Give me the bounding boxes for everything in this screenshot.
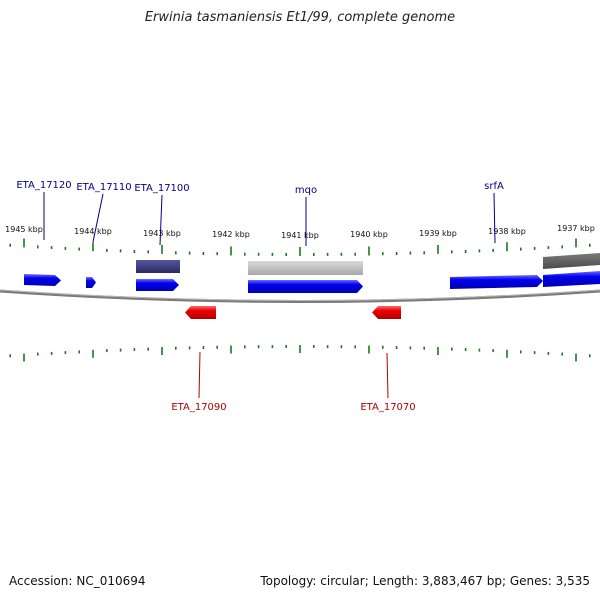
scale-label-1938: 1938 kbp	[488, 227, 526, 236]
map-title: Erwinia tasmaniensis Et1/99, complete ge…	[144, 10, 456, 25]
genes-label: Genes:	[509, 574, 552, 588]
gene-mqo-arrow[interactable]	[248, 280, 363, 293]
reverse-genes	[185, 306, 401, 319]
gene-eta17070-arrow[interactable]	[372, 306, 401, 319]
label-mqo[interactable]: mqo	[295, 185, 317, 196]
label-srfa[interactable]: srfA	[484, 181, 504, 192]
forward-scale-ticks	[9, 238, 591, 256]
reverse-scale-ticks	[9, 345, 591, 362]
gene-eta17100-arrow[interactable]	[136, 279, 179, 291]
gene-eta17090-arrow[interactable]	[185, 306, 216, 319]
label-eta17100[interactable]: ETA_17100	[134, 183, 189, 194]
gene-next-arrow[interactable]	[543, 271, 600, 287]
scale-label-1943: 1943 kbp	[143, 229, 181, 238]
feature-charcoal-block[interactable]	[543, 253, 600, 269]
accession-value: NC_010694	[76, 574, 146, 588]
scale-label-1945: 1945 kbp	[5, 225, 43, 234]
scale-label-1937: 1937 kbp	[557, 224, 595, 233]
gene-eta17120-arrow[interactable]	[24, 274, 61, 286]
feature-row	[136, 253, 600, 275]
genome-summary: Topology: circular; Length: 3,883,467 bp…	[260, 574, 590, 588]
forward-leaders	[43, 192, 496, 246]
genome-backbone-highlight	[0, 289, 600, 301]
gene-eta17110-arrow[interactable]	[86, 277, 96, 288]
genome-backbone	[0, 289, 600, 303]
genes-value: 3,535	[555, 574, 590, 588]
topology-label: Topology:	[260, 574, 317, 588]
length-label: Length:	[372, 574, 419, 588]
accession-info: Accession: NC_010694	[9, 574, 146, 588]
topology-value: circular	[320, 574, 365, 588]
scale-label-1939: 1939 kbp	[419, 229, 457, 238]
scale-label-1940: 1940 kbp	[350, 230, 388, 239]
label-eta17110[interactable]: ETA_17110	[76, 182, 131, 193]
accession-label: Accession:	[9, 574, 73, 588]
feature-gray-block[interactable]	[248, 261, 363, 275]
reverse-leaders	[198, 351, 389, 399]
forward-gene-labels: ETA_17120 ETA_17110 ETA_17100 mqo srfA	[16, 180, 504, 196]
reverse-gene-labels: ETA_17090 ETA_17070	[171, 402, 415, 413]
label-eta17090[interactable]: ETA_17090	[171, 402, 226, 413]
scale-label-1941: 1941 kbp	[281, 231, 319, 240]
forward-genes	[24, 271, 600, 293]
scale-labels: 1945 kbp 1944 kbp 1943 kbp 1942 kbp 1941…	[5, 224, 595, 240]
gene-srfa-arrow[interactable]	[450, 275, 543, 289]
feature-dark-block[interactable]	[136, 260, 180, 273]
length-value: 3,883,467 bp	[421, 574, 502, 588]
scale-label-1944: 1944 kbp	[74, 227, 112, 236]
scale-label-1942: 1942 kbp	[212, 230, 250, 239]
label-eta17070[interactable]: ETA_17070	[360, 402, 415, 413]
label-eta17120[interactable]: ETA_17120	[16, 180, 71, 191]
